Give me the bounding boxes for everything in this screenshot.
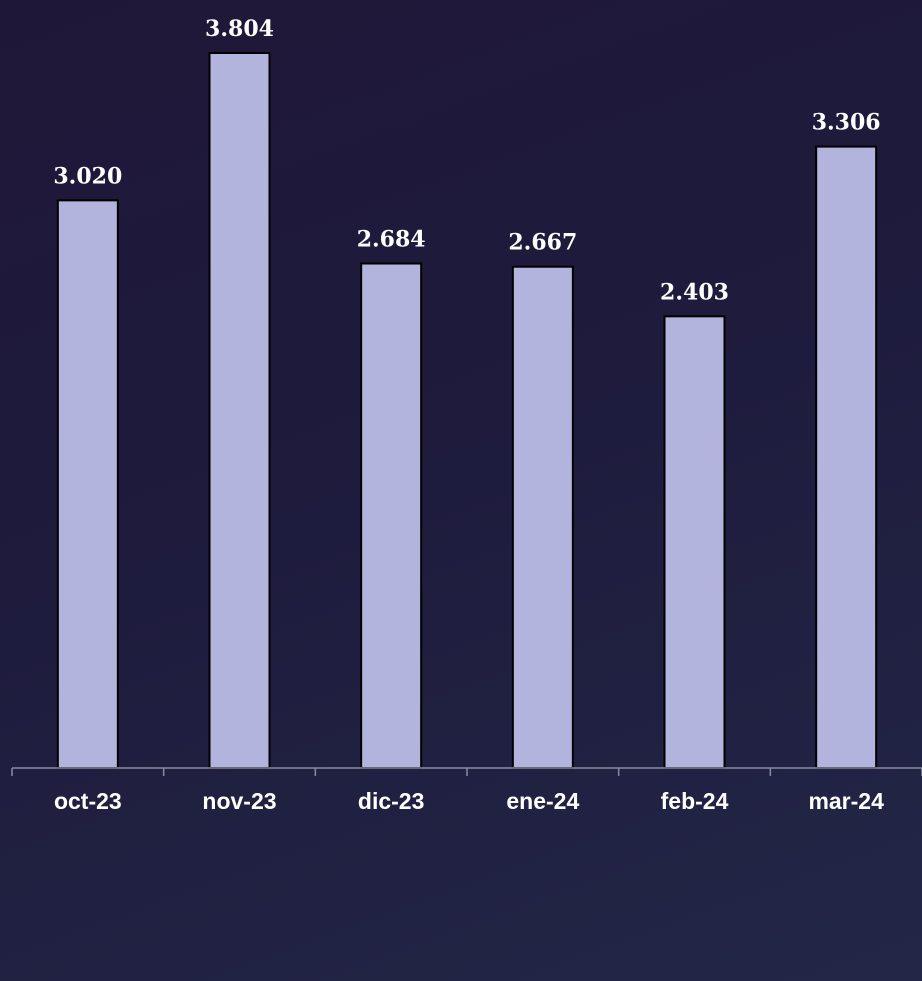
x-tick-label-nov-23: nov-23 bbox=[202, 788, 276, 814]
x-tick-label-ene-24: ene-24 bbox=[506, 788, 579, 814]
bar-ene-24 bbox=[511, 265, 574, 769]
data-label-mar-24: 3.306 bbox=[812, 110, 881, 136]
bar-nov-23 bbox=[208, 52, 271, 769]
x-tick-label-dic-23: dic-23 bbox=[358, 788, 424, 814]
bar-dic-23 bbox=[360, 262, 423, 769]
bar-oct-23 bbox=[56, 199, 119, 770]
data-labels-layer: 3.020 3.804 2.684 2.667 2.403 3.306 bbox=[53, 16, 880, 305]
data-label-dic-23: 2.684 bbox=[357, 227, 426, 253]
x-tick-label-oct-23: oct-23 bbox=[54, 788, 122, 814]
data-label-ene-24: 2.667 bbox=[508, 230, 577, 256]
bar-feb-24 bbox=[663, 315, 726, 769]
data-label-oct-23: 3.020 bbox=[53, 163, 122, 189]
x-tick-label-mar-24: mar-24 bbox=[808, 788, 884, 814]
data-label-feb-24: 2.403 bbox=[660, 279, 729, 305]
bars-layer bbox=[56, 52, 878, 770]
x-tick-labels-layer: oct-23 nov-23 dic-23 ene-24 feb-24 mar-24 bbox=[11, 768, 922, 814]
data-label-nov-23: 3.804 bbox=[205, 16, 274, 42]
bar-mar-24 bbox=[815, 145, 878, 769]
x-tick-label-feb-24: feb-24 bbox=[661, 788, 729, 814]
